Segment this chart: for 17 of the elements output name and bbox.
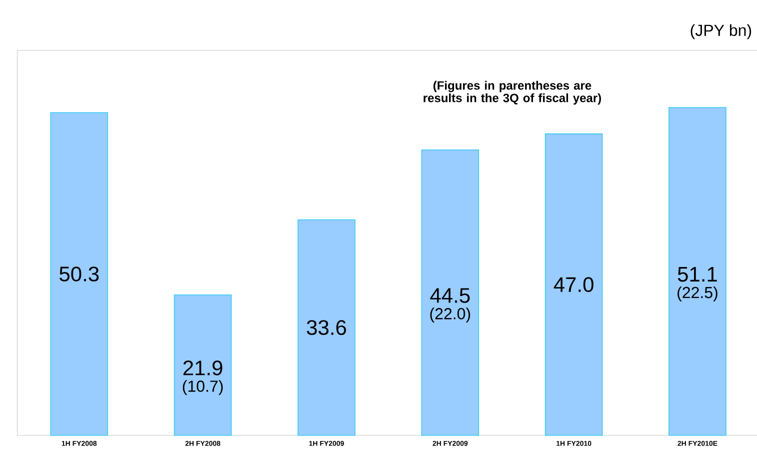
data-label: 21.9	[183, 360, 222, 376]
y-axis-title: (JPY bn)	[690, 24, 752, 40]
data-label: 50.3	[60, 266, 99, 282]
data-label: 33.6	[306, 320, 346, 336]
bar	[668, 107, 726, 436]
bar	[421, 149, 480, 436]
annotation: (10.7)	[182, 380, 223, 396]
annotation: (22.5)	[678, 286, 718, 302]
annotation: (Figures in parentheses are results in the 3Q of fiscal year)	[424, 80, 601, 105]
annotation: (22.0)	[430, 308, 470, 323]
bar	[50, 112, 108, 436]
bar	[544, 133, 603, 436]
data-label: 51.1	[678, 267, 717, 282]
data-label: 44.5	[430, 288, 470, 303]
data-label: 47.0	[554, 277, 594, 292]
bar	[174, 294, 232, 436]
bar	[298, 219, 356, 436]
